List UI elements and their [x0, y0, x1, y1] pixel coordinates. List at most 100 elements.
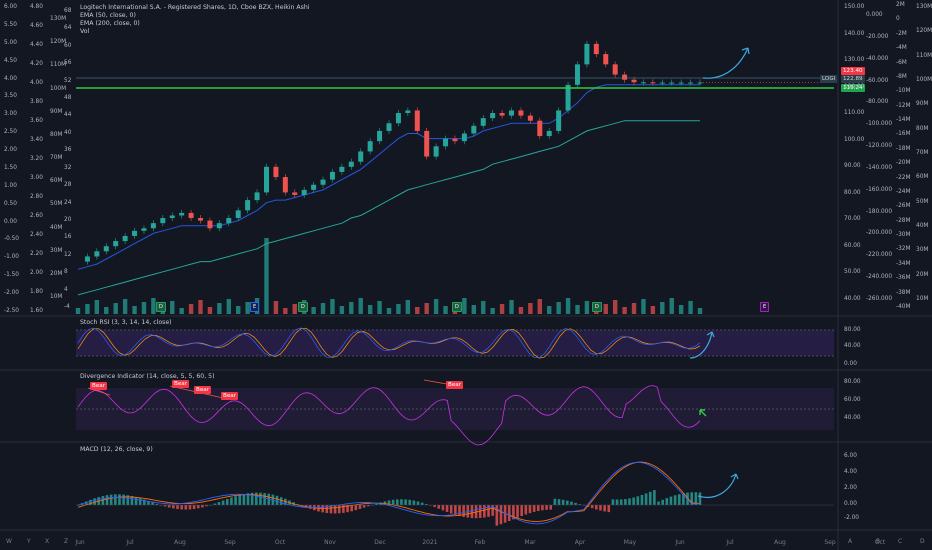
left-axis-b-label: 3.60 [30, 118, 43, 124]
macd-histogram-bar [644, 493, 648, 505]
event-marker-1[interactable]: D [156, 302, 166, 312]
macd-histogram-bar [566, 500, 569, 505]
macd-histogram-bar [167, 505, 171, 508]
candle [537, 120, 543, 137]
right-axis-price-label: 100.00 [844, 136, 865, 143]
event-marker-5[interactable]: D [592, 302, 602, 312]
candle [235, 210, 241, 219]
macd-histogram-bar [201, 505, 204, 508]
macd-histogram-bar [176, 505, 179, 510]
vol-label[interactable]: Vol [80, 28, 90, 35]
toolbar-letter-d[interactable]: D [920, 538, 925, 545]
macd-histogram-bar [441, 505, 445, 511]
macd-histogram-bar [470, 505, 474, 519]
macd-histogram-bar [143, 499, 146, 505]
candle [348, 161, 354, 167]
candle [263, 166, 269, 193]
volume-bar [330, 299, 335, 314]
stoch-rsi-group [76, 327, 834, 359]
macd-histogram-bar [362, 505, 366, 508]
macd-histogram-bar [574, 502, 577, 505]
volume-bar [283, 308, 288, 314]
candle [556, 110, 562, 131]
div-pane-band [76, 388, 834, 430]
bear-label-1: Bear [90, 382, 108, 390]
x-tick-label: 2021 [422, 539, 437, 546]
volume-bar [226, 299, 231, 314]
macd-histogram-bar [246, 493, 250, 505]
left-axis-b-label: 1.60 [30, 308, 43, 314]
stoch-legend[interactable]: Stoch RSI (3, 3, 14, 14, close) [80, 319, 172, 327]
macd-histogram-bar [387, 500, 391, 505]
div-legend[interactable]: Divergence Indicator (14, close, 5, 5, 6… [80, 373, 215, 381]
volume-bar [622, 307, 627, 314]
toolbar-letter-b[interactable]: B [876, 538, 881, 545]
left-axis-d-label: 24 [64, 199, 72, 206]
candle [132, 230, 138, 236]
macd-histogram-bar [599, 505, 602, 511]
left-axis-b-label: 4.40 [30, 42, 43, 48]
right-axis-vol-label: -12M [896, 102, 911, 109]
candle [433, 146, 439, 157]
volume-bar [660, 302, 665, 314]
toolbar-letter-c[interactable]: C [898, 538, 903, 545]
left-axis-a-label: 0.00 [4, 218, 17, 225]
volume-bar [85, 304, 90, 314]
macd-histogram-bar [118, 494, 121, 505]
event-marker-4[interactable]: D [452, 302, 462, 312]
macd-histogram-bar [346, 505, 349, 513]
right-axis-vol-label: -30M [896, 232, 911, 239]
right-axis-far-label: 130M [916, 4, 932, 10]
candle [650, 82, 656, 84]
candle [490, 113, 496, 119]
event-marker-2[interactable]: E [250, 302, 260, 312]
volume-bar [104, 307, 109, 314]
toolbar-letter-x[interactable]: X [45, 538, 50, 545]
volume-bars-group [75, 238, 703, 314]
macd-legend[interactable]: MACD (12, 26, close, 9) [80, 446, 153, 454]
right-axis-osc-label: -80.000 [866, 99, 889, 106]
toolbar-letter-w[interactable]: W [6, 538, 12, 545]
macd-histogram-bar [155, 503, 159, 505]
macd-histogram-bar [217, 502, 221, 505]
macd-histogram-bar [225, 498, 229, 505]
left-axis-a-label: 1.50 [4, 164, 17, 171]
volume-bar [443, 306, 448, 314]
volume-bar [358, 298, 363, 314]
left-axis-a-label: 5.50 [4, 21, 17, 28]
candle [405, 110, 411, 114]
x-tick-label: Jun [74, 539, 85, 546]
right-axis-far-label: 50M [916, 198, 929, 205]
macd-histogram-bar [495, 505, 499, 526]
ema200-label[interactable]: EMA (200, close, 0) [80, 20, 140, 27]
left-axis-d-label: 32 [64, 164, 72, 171]
event-marker-3[interactable]: D [298, 302, 308, 312]
ema50-label[interactable]: EMA (50, close, 0) [80, 12, 136, 19]
candle [198, 218, 204, 221]
macd-histogram-bar [375, 503, 378, 505]
volume-bar [612, 300, 618, 314]
event-marker-6[interactable]: E [760, 302, 770, 312]
right-axis-osc-label: -20.000 [866, 33, 889, 40]
candle [113, 241, 119, 247]
toolbar-letter-y[interactable]: Y [27, 538, 31, 545]
left-axis-d-label: 48 [64, 95, 72, 102]
toolbar-letter-z[interactable]: Z [64, 538, 69, 545]
macd-histogram-bar [595, 505, 598, 510]
macd-signal-line [77, 461, 701, 522]
right-axis-far-label: 90M [916, 101, 929, 108]
x-tick-label: Aug [174, 539, 186, 546]
left-axis-c-label: 20M [50, 270, 63, 277]
right-axis-osc-label: -260.000 [866, 296, 893, 302]
candle [499, 113, 505, 116]
left-axis-b-label: 4.80 [30, 4, 43, 10]
candle [593, 43, 599, 55]
volume-bar [386, 308, 392, 314]
candle [226, 218, 232, 224]
left-axis-c-label: 60M [50, 178, 63, 185]
candle [603, 54, 609, 65]
indicator-axis-label: 2.00 [844, 485, 857, 491]
toolbar-letter-a[interactable]: A [848, 538, 853, 545]
volume-bar [113, 303, 118, 314]
